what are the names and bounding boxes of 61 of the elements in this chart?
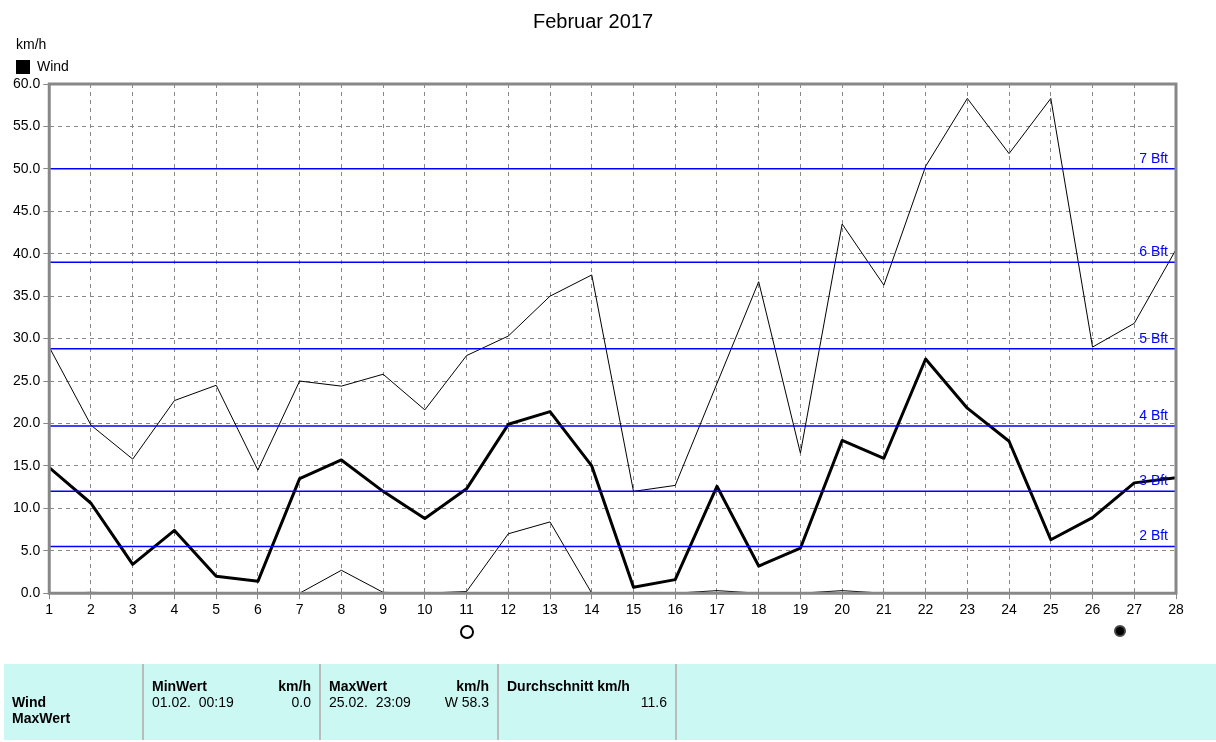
- x-tick-label: 22: [917, 601, 934, 618]
- x-tick-label: 26: [1084, 601, 1101, 618]
- ref-line-label: 4 Bft: [1139, 406, 1169, 423]
- chart-title: Februar 2017: [532, 9, 654, 32]
- text: 01.02. 00:19: [152, 694, 234, 710]
- text: W 58.3: [444, 694, 489, 710]
- y-tick-label: 20.0: [13, 414, 41, 431]
- text: MinWert: [152, 678, 207, 694]
- y-tick-label: 15.0: [13, 456, 41, 473]
- y-tick-label: 25.0: [13, 371, 41, 388]
- x-tick-label: 17: [709, 601, 725, 618]
- y-tick-label: 45.0: [13, 202, 41, 219]
- x-tick-label: 7: [295, 601, 304, 618]
- text: MaxWert: [329, 678, 388, 694]
- y-tick-label: 5.0: [20, 541, 41, 558]
- text: km/h: [456, 678, 489, 694]
- x-tick-label: 25: [1043, 601, 1059, 618]
- x-tick-label: 12: [500, 601, 517, 618]
- ref-line-label: 5 Bft: [1139, 329, 1169, 346]
- text: Durchschnitt km/h: [507, 678, 630, 694]
- x-tick-label: 27: [1126, 601, 1143, 618]
- x-tick-label: 15: [625, 601, 642, 618]
- y-tick-label: 0.0: [20, 584, 41, 601]
- text: 0.0: [291, 694, 311, 710]
- y-tick-label: 40.0: [13, 244, 41, 261]
- x-tick-label: 23: [959, 601, 976, 618]
- x-tick-label: 20: [834, 601, 851, 618]
- y-tick-label: 35.0: [13, 287, 41, 304]
- x-tick-label: 6: [254, 601, 263, 618]
- x-tick-label: 24: [1001, 601, 1018, 618]
- x-tick-label: 4: [170, 601, 179, 618]
- text: 11.6: [640, 694, 667, 710]
- x-tick-label: 18: [750, 601, 767, 618]
- text: Wind: [12, 694, 48, 710]
- text: MaxWert: [12, 710, 72, 726]
- y-tick-label: 55.0: [13, 117, 41, 134]
- x-tick-label: 16: [667, 601, 684, 618]
- x-tick-label: 13: [542, 601, 559, 618]
- x-tick-label: 21: [876, 601, 892, 618]
- x-tick-label: 19: [792, 601, 809, 618]
- x-tick-label: 11: [459, 601, 475, 618]
- x-tick-label: 3: [128, 601, 137, 618]
- y-tick-label: 50.0: [13, 159, 41, 176]
- x-tick-label: 8: [337, 601, 346, 618]
- legend-label: Wind: [37, 57, 69, 74]
- ref-line-label: 2 Bft: [1139, 527, 1169, 544]
- x-tick-label: 1: [45, 601, 54, 618]
- x-tick-label: 9: [379, 601, 388, 618]
- x-tick-label: 10: [417, 601, 433, 618]
- text: 25.02. 23:09: [329, 694, 411, 710]
- y-tick-label: 10.0: [13, 499, 41, 516]
- text: km/h: [278, 678, 311, 694]
- ref-line-label: 7 Bft: [1139, 149, 1169, 166]
- x-tick-label: 5: [212, 601, 221, 618]
- y-tick-label: 30.0: [13, 329, 41, 346]
- y-axis-title: km/h: [16, 35, 47, 52]
- x-tick-label: 28: [1168, 601, 1184, 618]
- y-tick-label: 60.0: [13, 74, 41, 91]
- ref-line-label: 6 Bft: [1139, 243, 1169, 260]
- x-tick-label: 2: [87, 601, 96, 618]
- x-tick-label: 14: [583, 601, 600, 618]
